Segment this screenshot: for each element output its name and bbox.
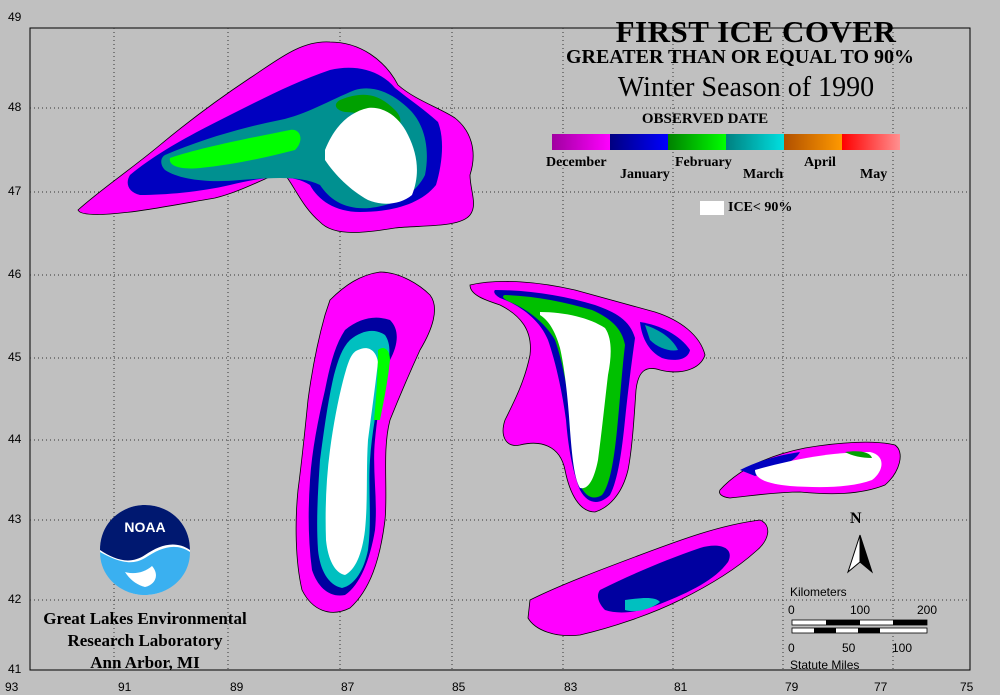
lat-label: 43: [8, 512, 22, 526]
legend-swatch-april: [784, 134, 842, 150]
scale-km-tick: 200: [917, 603, 938, 617]
lon-label: 77: [874, 680, 888, 694]
legend-swatch-february: [668, 134, 726, 150]
map-subtitle: GREATER THAN OR EQUAL TO 90%: [565, 46, 915, 68]
legend-month-april: April: [804, 155, 836, 170]
legend-swatch-january: [610, 134, 668, 150]
legend-month-may: May: [860, 167, 888, 182]
lon-label: 87: [341, 680, 355, 694]
north-arrow: [846, 534, 874, 574]
lake-huron: [469, 280, 706, 513]
lat-label: 46: [8, 267, 22, 281]
scale-mi-tick: 100: [892, 641, 913, 655]
legend-swatch-march: [726, 134, 784, 150]
lake-ontario: [719, 441, 901, 499]
lon-label: 81: [674, 680, 688, 694]
lon-label: 93: [5, 680, 19, 694]
scale-mi-label: Statute Miles: [790, 658, 860, 672]
scale-mi-tick: 0: [788, 641, 795, 655]
legend-heading: OBSERVED DATE: [641, 111, 769, 127]
legend-swatch-december: [552, 134, 610, 150]
legend-color-bar: [552, 134, 900, 150]
legend-month-january: January: [620, 167, 670, 182]
season-label: Winter Season of 1990: [617, 72, 875, 103]
lat-label: 48: [8, 100, 22, 114]
lat-label: 49: [8, 10, 22, 24]
lab-name-line1: Great Lakes Environmental: [43, 609, 247, 628]
lon-label: 75: [960, 680, 974, 694]
legend-month-december: December: [546, 155, 607, 170]
scale-mi-tick: 50: [842, 641, 856, 655]
lon-label: 89: [230, 680, 244, 694]
lon-label: 85: [452, 680, 466, 694]
lon-label: 83: [564, 680, 578, 694]
lat-label: 41: [8, 662, 22, 676]
legend-swatch-may: [842, 134, 900, 150]
lat-label: 44: [8, 432, 22, 446]
map-frame: [29, 27, 971, 671]
north-label: N: [850, 510, 862, 527]
lab-name-line2: Research Laboratory: [67, 631, 223, 650]
lon-label: 91: [118, 680, 132, 694]
legend-month-march: March: [743, 167, 784, 182]
map-title: FIRST ICE COVER: [615, 14, 897, 49]
logo-text: NOAA: [124, 519, 165, 535]
noaa-logo: NOAA: [100, 505, 190, 595]
legend-month-february: February: [675, 155, 732, 170]
scale-bars: [791, 619, 928, 634]
lat-label: 45: [8, 350, 22, 364]
lab-name-line3: Ann Arbor, MI: [90, 653, 200, 672]
scale-km-label: Kilometers: [790, 585, 847, 599]
lake-michigan: [295, 271, 435, 613]
ice-legend-label: ICE< 90%: [728, 200, 793, 215]
lat-label: 47: [8, 184, 22, 198]
lon-label: 79: [785, 680, 799, 694]
lake-superior: [77, 41, 474, 233]
lat-label: 42: [8, 592, 22, 606]
ice-legend-swatch: [700, 201, 724, 215]
lake-erie: [527, 519, 769, 637]
scale-km-tick: 100: [850, 603, 871, 617]
scale-km-tick: 0: [788, 603, 795, 617]
